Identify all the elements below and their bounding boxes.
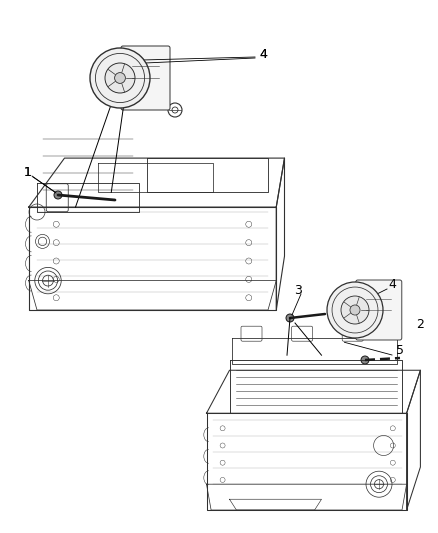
Circle shape	[341, 296, 369, 324]
Text: 3: 3	[294, 284, 302, 296]
Text: 4: 4	[388, 279, 396, 292]
Circle shape	[54, 191, 62, 199]
Text: 1: 1	[24, 166, 32, 180]
Circle shape	[327, 282, 383, 338]
Circle shape	[105, 63, 135, 93]
Circle shape	[361, 356, 369, 364]
Text: 4: 4	[259, 49, 267, 61]
Text: 4: 4	[259, 49, 267, 61]
Text: 5: 5	[396, 343, 404, 357]
Text: 1: 1	[24, 166, 32, 180]
Text: 2: 2	[416, 319, 424, 332]
Circle shape	[90, 48, 150, 108]
FancyBboxPatch shape	[356, 280, 402, 340]
FancyBboxPatch shape	[121, 46, 170, 110]
Circle shape	[350, 305, 360, 315]
Circle shape	[115, 72, 125, 83]
Circle shape	[286, 314, 294, 322]
